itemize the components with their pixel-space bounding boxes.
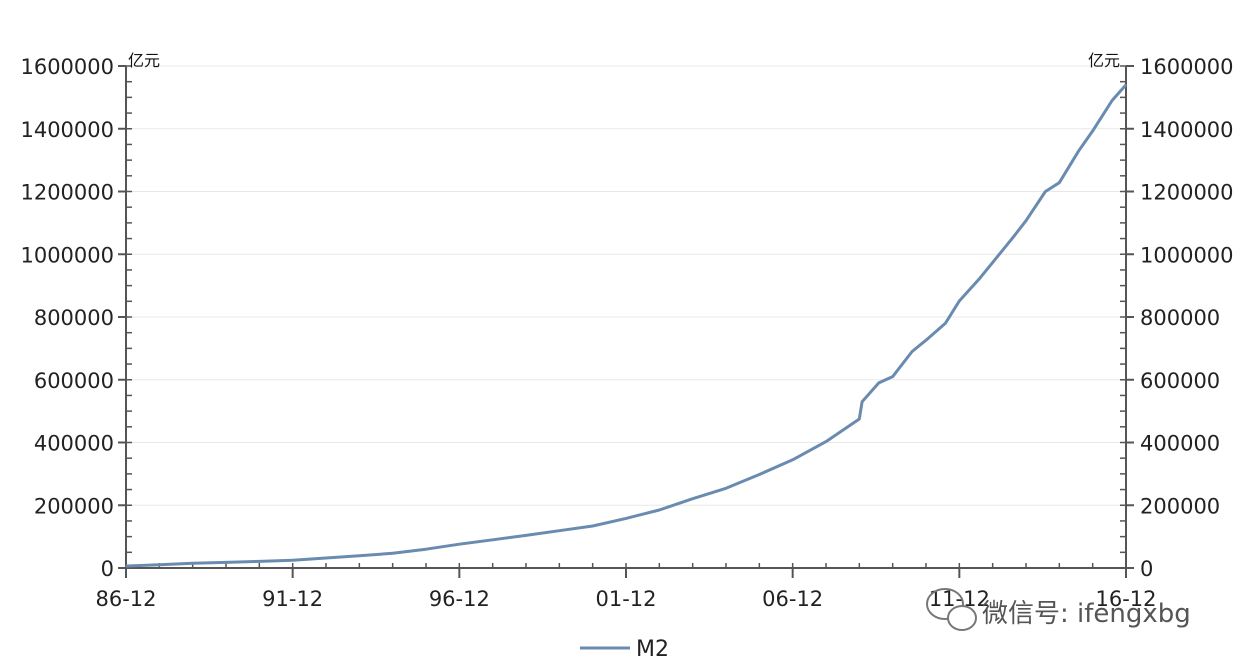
data-point xyxy=(325,557,327,559)
y-tick-label-left: 1000000 xyxy=(20,243,114,267)
data-point xyxy=(758,473,761,476)
data-point xyxy=(1111,99,1113,102)
data-point xyxy=(861,400,863,403)
data-point xyxy=(291,559,294,561)
y-tick-label-right: 400000 xyxy=(1140,432,1220,456)
data-point xyxy=(491,538,494,541)
data-point xyxy=(877,382,880,384)
grid-lines xyxy=(126,65,1126,506)
watermark-text: 微信号: ifengxbg xyxy=(982,599,1191,629)
x-tick-label: 96-12 xyxy=(429,587,490,611)
data-point xyxy=(358,554,361,557)
watermark: 微信号: ifengxbg xyxy=(926,588,1191,631)
data-point xyxy=(591,525,594,527)
y-tick-label-left: 1600000 xyxy=(20,55,114,79)
data-point xyxy=(958,300,961,302)
data-point xyxy=(658,509,661,511)
data-point xyxy=(391,552,394,555)
legend: M2 xyxy=(580,637,669,662)
left-axis-unit-label: 亿元 xyxy=(128,51,160,70)
data-point xyxy=(1044,190,1047,193)
y-tick-label-left: 600000 xyxy=(34,369,114,393)
series-layer xyxy=(125,83,1128,568)
y-tick-label-left: 0 xyxy=(101,557,114,581)
wechat-icon xyxy=(926,588,977,631)
data-point xyxy=(625,517,627,520)
data-point xyxy=(911,350,913,353)
data-point xyxy=(1058,181,1061,184)
series-line-m2 xyxy=(125,83,1128,568)
data-point xyxy=(791,458,794,461)
axes: 0 0 200000 200000 400000 400000 600000 600000 80… xyxy=(20,55,1233,611)
y-tick-label-right: 1000000 xyxy=(1140,243,1234,267)
legend-label-m2: M2 xyxy=(636,637,669,662)
data-point xyxy=(944,322,947,325)
x-tick-label: 01-12 xyxy=(595,587,656,611)
y-tick-label-right: 600000 xyxy=(1140,369,1220,393)
data-point xyxy=(977,278,980,281)
data-point xyxy=(258,560,261,563)
data-point xyxy=(691,497,694,500)
data-point xyxy=(825,440,827,443)
x-tick-label: 86-12 xyxy=(95,587,156,611)
y-tick-label-left: 1400000 xyxy=(20,118,114,142)
y-tick-label-left: 200000 xyxy=(34,494,114,518)
x-tick-label: 91-12 xyxy=(262,587,323,611)
data-point xyxy=(558,529,561,532)
x-tick-label: 16-12 xyxy=(1095,587,1156,611)
y-tick-label-left: 800000 xyxy=(34,306,114,330)
data-point xyxy=(1091,130,1094,132)
data-point xyxy=(225,561,227,564)
data-point xyxy=(858,418,861,420)
data-point xyxy=(158,564,161,566)
y-tick-label-left: 400000 xyxy=(34,432,114,456)
data-point xyxy=(991,261,994,264)
data-point xyxy=(125,565,127,567)
y-tick-label-right: 1200000 xyxy=(1140,181,1234,205)
y-tick-label-left: 1200000 xyxy=(20,181,114,205)
y-tick-label-right: 0 xyxy=(1140,557,1153,581)
data-point xyxy=(925,339,927,342)
data-point xyxy=(1011,237,1013,240)
y-tick-label-right: 200000 xyxy=(1140,494,1220,518)
right-axis-unit-label: 亿元 xyxy=(1088,51,1120,70)
x-tick-label: 06-12 xyxy=(762,587,823,611)
data-point xyxy=(891,375,894,378)
y-tick-label-right: 800000 xyxy=(1140,306,1220,330)
y-tick-label-right: 1600000 xyxy=(1140,55,1234,79)
data-point xyxy=(191,562,194,565)
data-point xyxy=(425,548,427,550)
data-point xyxy=(458,543,461,545)
data-point xyxy=(1077,149,1080,152)
data-point xyxy=(525,534,527,537)
y-tick-label-right: 1400000 xyxy=(1140,118,1234,142)
data-point xyxy=(725,487,727,490)
data-point xyxy=(1125,84,1127,86)
data-point xyxy=(1025,219,1027,222)
